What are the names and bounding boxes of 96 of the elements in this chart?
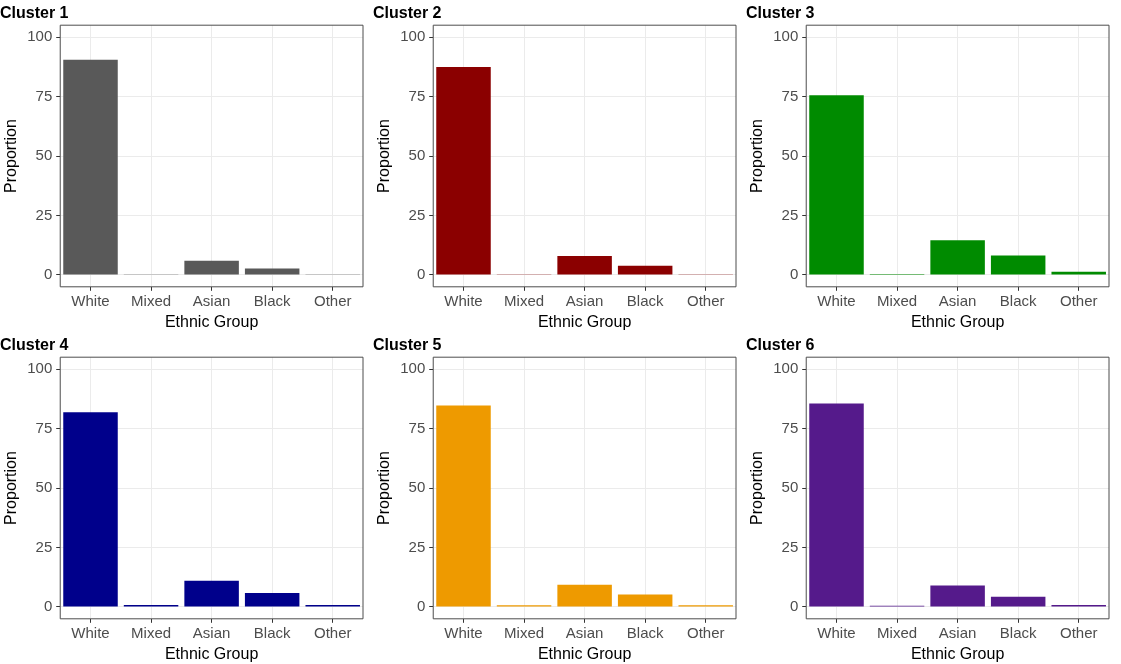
x-tick-label: Other [313,623,352,641]
x-tick-label: Black [253,291,291,309]
x-tick-label: Asian [192,291,231,309]
x-tick-label: Other [686,291,725,309]
y-tick-label: 25 [35,205,53,223]
x-tick-label: Black [999,291,1037,309]
y-tick-label: 100 [400,27,426,45]
y-axis-title: Proportion [2,451,20,525]
y-tick-label: 0 [43,265,53,283]
bar [990,596,1046,607]
y-tick-label: 100 [27,27,53,45]
y-tick-label: 0 [789,597,799,615]
chart-title: Cluster 3 [746,4,815,22]
x-tick-label: White [71,291,110,309]
bar [809,95,864,275]
x-tick-label: Mixed [877,623,918,641]
y-tick-label: 100 [27,359,53,377]
x-axis-title: Ethnic Group [910,644,1005,662]
y-tick-label: 0 [416,265,426,283]
chart-title: Cluster 4 [0,336,69,354]
x-tick-label: Mixed [131,623,172,641]
y-axis-title: Proportion [375,119,393,193]
x-tick-label: Other [1059,623,1098,641]
x-tick-label: Other [313,291,352,309]
chart-title: Cluster 6 [746,336,815,354]
bar [184,580,239,607]
x-tick-label: White [444,623,483,641]
x-tick-label: Asian [565,291,604,309]
x-tick-label: Asian [192,623,231,641]
y-tick-label: 0 [789,265,799,283]
bar [436,405,491,607]
y-tick-label: 50 [35,146,53,164]
x-tick-label: Black [999,623,1037,641]
x-axis-title: Ethnic Group [164,312,259,330]
x-tick-label: Black [253,623,291,641]
x-axis-title: Ethnic Group [910,312,1005,330]
bar [184,260,239,275]
y-tick-label: 75 [781,418,799,436]
y-tick-label: 50 [781,146,799,164]
bar [436,67,491,275]
x-tick-label: Other [1059,291,1098,309]
y-tick-label: 100 [400,359,426,377]
y-tick-label: 75 [408,86,426,104]
bar [990,255,1046,275]
x-axis-title: Ethnic Group [537,644,632,662]
y-tick-label: 50 [781,478,799,496]
y-axis-title: Proportion [2,119,20,193]
bar [617,594,673,607]
chart-title: Cluster 5 [373,336,442,354]
y-axis-title: Proportion [748,451,766,525]
x-tick-label: White [817,623,856,641]
x-tick-label: White [71,623,110,641]
bar [244,268,300,275]
y-tick-label: 75 [35,86,53,104]
bar [617,265,673,275]
x-tick-label: Other [686,623,725,641]
bar [930,585,985,607]
x-tick-label: Asian [938,623,977,641]
y-tick-label: 50 [35,478,53,496]
y-tick-label: 0 [43,597,53,615]
y-tick-label: 75 [35,418,53,436]
chart-title: Cluster 1 [0,4,69,22]
x-tick-label: White [817,291,856,309]
x-tick-label: Asian [565,623,604,641]
y-tick-label: 100 [773,359,799,377]
bar [930,240,985,275]
x-tick-label: Mixed [877,291,918,309]
y-tick-label: 50 [408,478,426,496]
y-tick-label: 25 [781,205,799,223]
x-tick-label: Black [626,623,664,641]
y-axis-title: Proportion [748,119,766,193]
y-tick-label: 50 [408,146,426,164]
x-axis-title: Ethnic Group [537,312,632,330]
y-tick-label: 75 [781,86,799,104]
y-tick-label: 75 [408,418,426,436]
bar [244,592,300,607]
bar [63,412,118,607]
bar [557,584,612,607]
x-tick-label: Asian [938,291,977,309]
y-tick-label: 100 [773,27,799,45]
y-tick-label: 0 [416,597,426,615]
y-tick-label: 25 [781,537,799,555]
y-axis-title: Proportion [375,451,393,525]
bar [809,403,864,607]
x-tick-label: Mixed [504,623,545,641]
x-tick-label: White [444,291,483,309]
y-tick-label: 25 [408,205,426,223]
bar [557,256,612,275]
x-axis-title: Ethnic Group [164,644,259,662]
bar [63,59,118,275]
x-tick-label: Mixed [131,291,172,309]
y-tick-label: 25 [35,537,53,555]
x-tick-label: Mixed [504,291,545,309]
y-tick-label: 25 [408,537,426,555]
x-tick-label: Black [626,291,664,309]
chart-title: Cluster 2 [373,4,442,22]
